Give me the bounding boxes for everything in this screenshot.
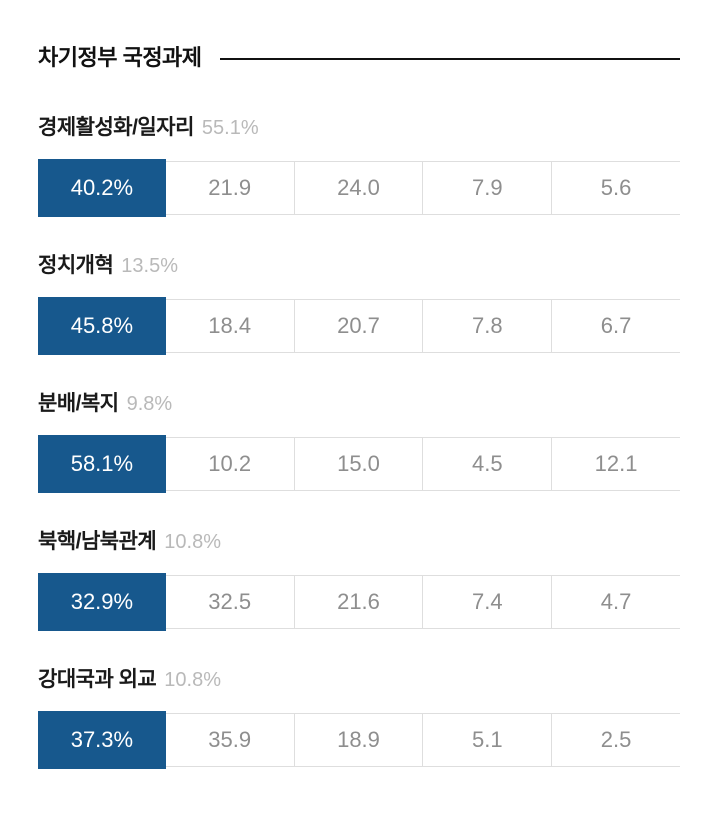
- section-distribution-welfare: 분배/복지 9.8% 58.1% 10.2 15.0 4.5 12.1: [38, 391, 680, 493]
- category-label: 북핵/남북관계: [38, 530, 157, 553]
- highlight-cell: 40.2%: [38, 159, 166, 217]
- highlight-cell: 37.3%: [38, 711, 166, 769]
- value-cell: 21.6: [293, 575, 423, 629]
- section-great-power-diplomacy: 강대국과 외교 10.8% 37.3% 35.9 18.9 5.1 2.5: [38, 667, 680, 769]
- title-rule: [219, 58, 680, 60]
- category-share: 9.8%: [126, 393, 173, 415]
- value-cell: 12.1: [551, 437, 680, 491]
- section-label-row: 경제활성화/일자리 55.1%: [38, 115, 680, 141]
- value-cell: 7.4: [422, 575, 552, 629]
- value-cell: 7.8: [422, 299, 552, 353]
- value-cell: 7.9: [422, 161, 552, 215]
- value-row: 45.8% 18.4 20.7 7.8 6.7: [38, 297, 680, 355]
- category-label: 강대국과 외교: [38, 668, 157, 691]
- value-row: 58.1% 10.2 15.0 4.5 12.1: [38, 435, 680, 493]
- highlight-cell: 45.8%: [38, 297, 166, 355]
- value-row: 32.9% 32.5 21.6 7.4 4.7: [38, 573, 680, 631]
- page-title: 차기정부 국정과제: [38, 45, 202, 70]
- value-cell: 24.0: [293, 161, 423, 215]
- section-label-row: 분배/복지 9.8%: [38, 391, 680, 417]
- value-row: 37.3% 35.9 18.9 5.1 2.5: [38, 711, 680, 769]
- category-share: 10.8%: [164, 669, 221, 691]
- title-block: 차기정부 국정과제: [38, 45, 680, 71]
- value-cell: 4.5: [422, 437, 552, 491]
- category-share: 10.8%: [164, 531, 221, 553]
- value-cell: 15.0: [293, 437, 423, 491]
- category-label: 정치개혁: [38, 254, 114, 277]
- section-economy-jobs: 경제활성화/일자리 55.1% 40.2% 21.9 24.0 7.9 5.6: [38, 115, 680, 217]
- category-label: 분배/복지: [38, 392, 119, 415]
- category-share: 13.5%: [121, 255, 178, 277]
- value-cell: 5.6: [551, 161, 680, 215]
- value-cell: 18.9: [293, 713, 423, 767]
- value-cell: 6.7: [551, 299, 680, 353]
- category-share: 55.1%: [201, 117, 259, 139]
- value-cell: 32.5: [165, 575, 294, 629]
- value-cell: 10.2: [165, 437, 294, 491]
- section-label-row: 정치개혁 13.5%: [38, 253, 680, 279]
- value-cell: 35.9: [165, 713, 294, 767]
- value-cell: 2.5: [551, 713, 680, 767]
- section-label-row: 강대국과 외교 10.8%: [38, 667, 680, 693]
- section-label-row: 북핵/남북관계 10.8%: [38, 529, 680, 555]
- section-north-korea-relations: 북핵/남북관계 10.8% 32.9% 32.5 21.6 7.4 4.7: [38, 529, 680, 631]
- value-cell: 18.4: [165, 299, 294, 353]
- value-cell: 4.7: [551, 575, 680, 629]
- category-label: 경제활성화/일자리: [38, 116, 194, 139]
- highlight-cell: 32.9%: [38, 573, 166, 631]
- section-political-reform: 정치개혁 13.5% 45.8% 18.4 20.7 7.8 6.7: [38, 253, 680, 355]
- value-row: 40.2% 21.9 24.0 7.9 5.6: [38, 159, 680, 217]
- value-cell: 5.1: [422, 713, 552, 767]
- highlight-cell: 58.1%: [38, 435, 166, 493]
- value-cell: 20.7: [293, 299, 423, 353]
- value-cell: 21.9: [165, 161, 294, 215]
